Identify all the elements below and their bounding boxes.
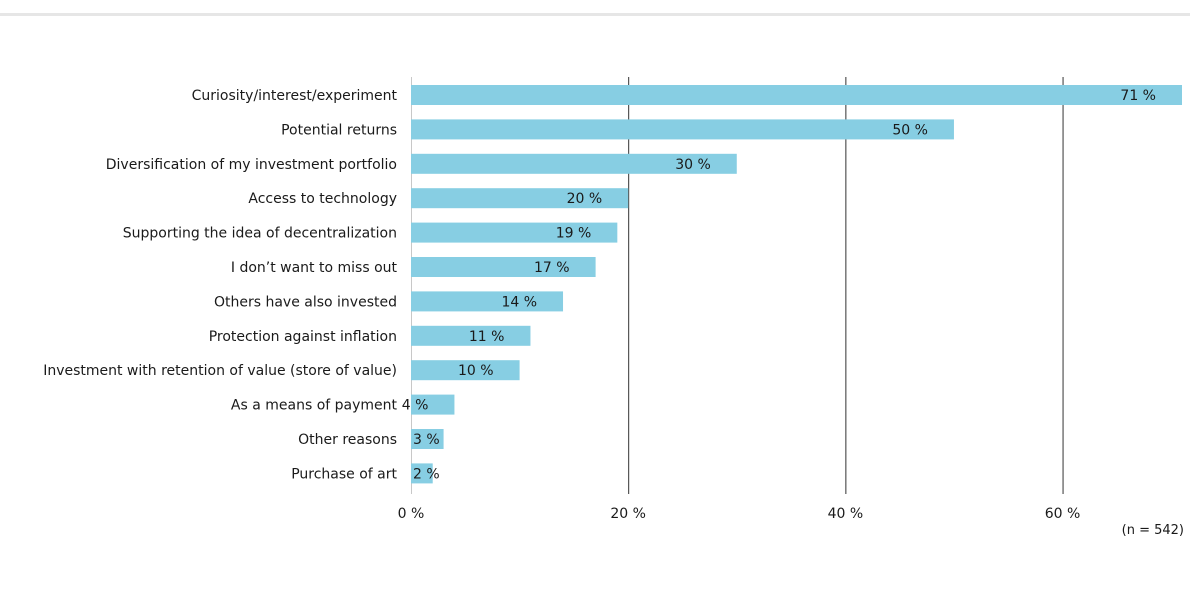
value-label: 17 % <box>534 260 570 276</box>
category-label: Curiosity/interest/experiment <box>192 88 398 104</box>
value-label: 20 % <box>567 191 603 207</box>
category-label: Other reasons <box>298 432 397 448</box>
category-label: Purchase of art <box>291 466 397 482</box>
bar <box>411 153 737 174</box>
value-label: 2 % <box>413 466 440 482</box>
x-tick-label: 40 % <box>828 506 864 522</box>
bar <box>411 291 564 312</box>
category-label: Access to technology <box>248 191 397 207</box>
category-label: Diversification of my investment portfol… <box>106 157 397 173</box>
x-tick-labels: 0 % 20 % 40 % 60 % <box>398 506 1081 522</box>
x-tick-label: 60 % <box>1045 506 1081 522</box>
value-label: 50 % <box>892 122 928 138</box>
category-label: Protection against inflation <box>209 329 397 345</box>
value-label: 3 % <box>413 432 440 448</box>
bar <box>411 257 596 277</box>
category-label: Supporting the idea of decentralization <box>123 226 397 242</box>
value-label: 71 % <box>1120 88 1156 104</box>
category-label: Potential returns <box>281 122 397 138</box>
grid-lines <box>411 77 1064 494</box>
bar <box>411 325 531 346</box>
value-labels: 71 % 50 % 30 % 20 % 19 % 17 % 14 % 11 % 10 % 4 % 3… <box>402 88 1156 482</box>
category-label: Investment with retention of value (stor… <box>43 363 397 379</box>
x-tick-label: 0 % <box>398 506 425 522</box>
category-label: I don’t want to miss out <box>231 260 398 276</box>
bar <box>411 188 629 209</box>
bar <box>411 119 954 140</box>
top-divider <box>0 13 1190 16</box>
bar <box>411 463 433 484</box>
value-label: 14 % <box>501 294 537 310</box>
bar <box>411 429 444 449</box>
value-label: 30 % <box>675 157 711 173</box>
value-label: 11 % <box>469 329 505 345</box>
category-labels: Curiosity/interest/experiment Potential r… <box>43 88 397 482</box>
bar <box>411 394 455 415</box>
value-label: 19 % <box>556 226 592 242</box>
category-label: Others have also invested <box>214 294 397 310</box>
value-label: 10 % <box>458 363 494 379</box>
sample-size-note: (n = 542) <box>1121 523 1184 538</box>
x-tick-label: 20 % <box>610 506 646 522</box>
category-label: As a means of payment <box>231 398 398 414</box>
bar <box>411 85 1182 105</box>
bar <box>411 222 618 243</box>
bar <box>411 360 520 381</box>
value-label: 4 % <box>402 398 429 414</box>
bars <box>411 85 1182 484</box>
